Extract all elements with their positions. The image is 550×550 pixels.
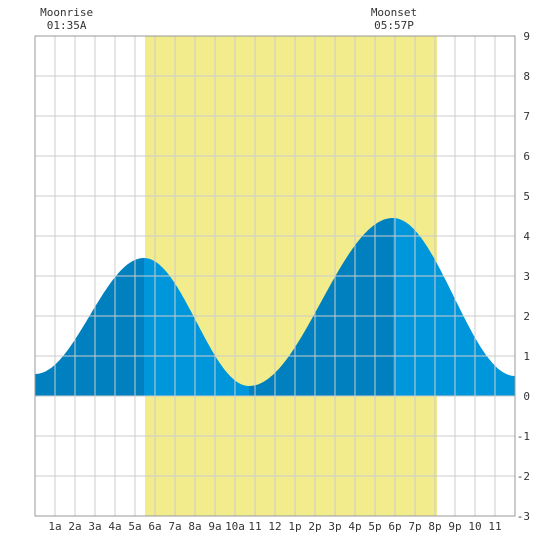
y-tick-label: -1 bbox=[517, 430, 530, 443]
x-tick-label: 4p bbox=[348, 520, 361, 533]
tide-rising-segment bbox=[35, 258, 144, 396]
y-tick-label: 8 bbox=[523, 70, 530, 83]
x-axis-ticks: 1a 2a 3a 4a 5a 6a 7a 8a 9a 10a 11 12 1p 2p 3p 4p 5p 6p 7p 8… bbox=[48, 520, 501, 533]
x-tick-label: 4a bbox=[108, 520, 121, 533]
x-tick-label: 9a bbox=[208, 520, 221, 533]
y-tick-label: -3 bbox=[517, 510, 530, 523]
x-tick-label: 8p bbox=[428, 520, 441, 533]
moon-event-time: 05:57P bbox=[374, 19, 414, 32]
moon-event-title: Moonset bbox=[371, 6, 417, 19]
tide-falling-segment bbox=[144, 258, 249, 396]
x-tick-label: 2a bbox=[68, 520, 81, 533]
y-tick-label: 6 bbox=[523, 150, 530, 163]
moon-event-title: Moonrise bbox=[40, 6, 93, 19]
y-tick-label: 0 bbox=[523, 390, 530, 403]
x-tick-label: 11 bbox=[248, 520, 261, 533]
x-tick-label: 5p bbox=[368, 520, 381, 533]
y-tick-label: -2 bbox=[517, 470, 530, 483]
y-axis-ticks: -3 -2 -1 0 1 2 3 4 5 6 7 8 9 bbox=[517, 30, 531, 523]
x-tick-label: 1a bbox=[48, 520, 61, 533]
tide-area-layer bbox=[35, 218, 515, 396]
tide-falling-segment bbox=[393, 218, 515, 396]
y-tick-label: 1 bbox=[523, 350, 530, 363]
x-tick-label: 7a bbox=[168, 520, 181, 533]
x-tick-label: 3p bbox=[328, 520, 341, 533]
tide-rising-segment bbox=[249, 218, 393, 396]
x-tick-label: 12 bbox=[268, 520, 281, 533]
y-tick-label: 4 bbox=[523, 230, 530, 243]
x-tick-label: 7p bbox=[408, 520, 421, 533]
x-tick-label: 8a bbox=[188, 520, 201, 533]
x-tick-label: 3a bbox=[88, 520, 101, 533]
x-tick-label: 9p bbox=[448, 520, 461, 533]
moon-event-time: 01:35A bbox=[47, 19, 87, 32]
x-tick-label: 10a bbox=[225, 520, 245, 533]
x-tick-label: 6p bbox=[388, 520, 401, 533]
x-tick-label: 5a bbox=[128, 520, 141, 533]
x-tick-label: 2p bbox=[308, 520, 321, 533]
plot-frame bbox=[34, 35, 516, 517]
x-tick-label: 11 bbox=[488, 520, 501, 533]
y-tick-label: 5 bbox=[523, 190, 530, 203]
grid-layer bbox=[35, 36, 515, 516]
x-tick-label: 10 bbox=[468, 520, 481, 533]
x-tick-label: 1p bbox=[288, 520, 301, 533]
y-tick-label: 3 bbox=[523, 270, 530, 283]
y-tick-label: 2 bbox=[523, 310, 530, 323]
x-tick-label: 6a bbox=[148, 520, 161, 533]
y-tick-label: 9 bbox=[523, 30, 530, 43]
y-tick-label: 7 bbox=[523, 110, 530, 123]
